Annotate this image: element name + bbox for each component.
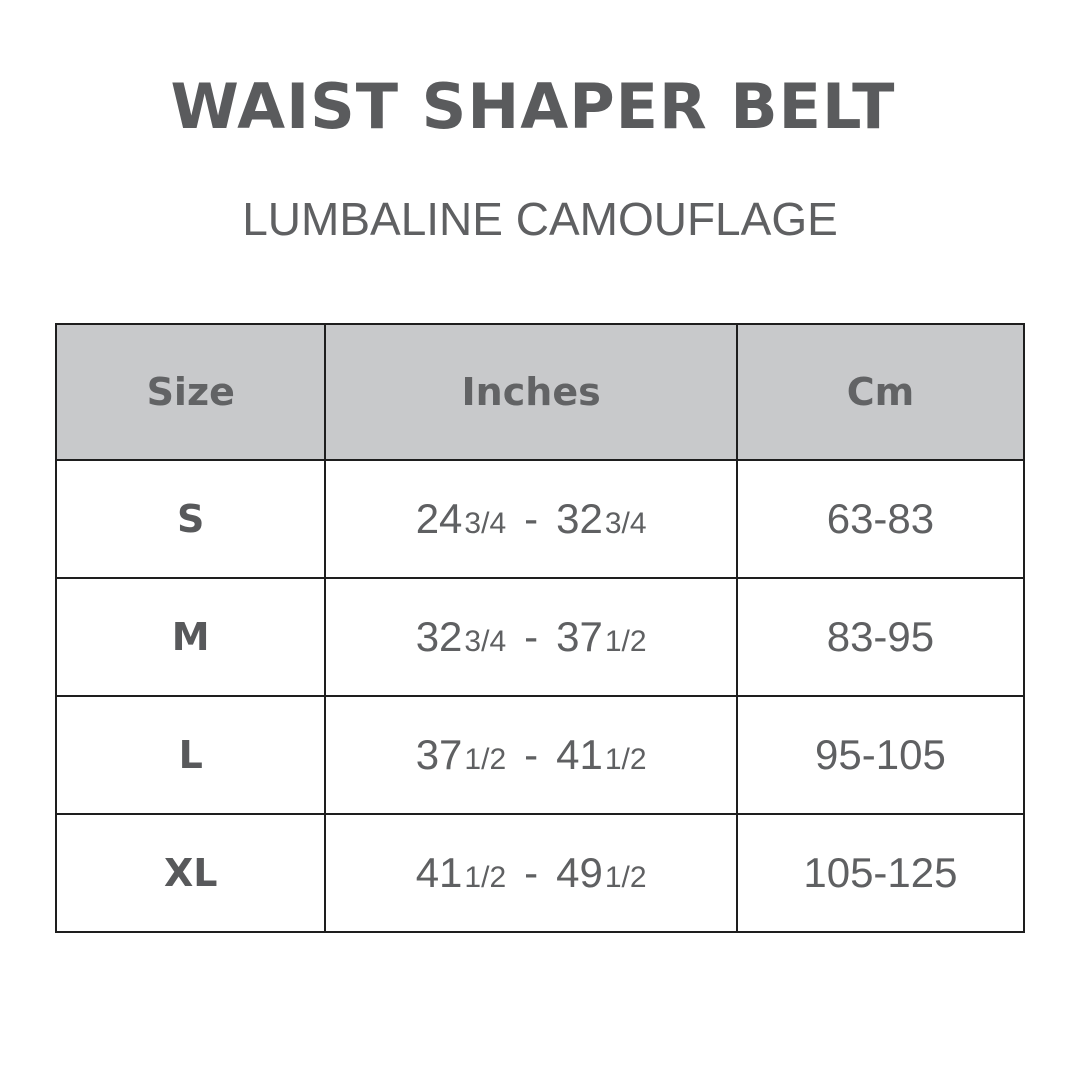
inches-from: 37 bbox=[415, 731, 463, 778]
cm-cell: 105-125 bbox=[735, 813, 1026, 933]
inches-from-fraction: 3/4 bbox=[464, 507, 507, 540]
inches-to-fraction: 3/4 bbox=[604, 507, 647, 540]
inches-to: 32 bbox=[556, 495, 603, 542]
inches-from-fraction: 1/2 bbox=[464, 743, 507, 776]
size-cell: S bbox=[54, 459, 327, 579]
inches-from-fraction: 3/4 bbox=[464, 625, 507, 658]
inches-cell: 243/4-323/4 bbox=[324, 459, 738, 579]
table-row: S 243/4-323/4 63-83 bbox=[54, 459, 1026, 579]
size-chart-table: Size Inches Cm S 243/4-323/4 63-83 M 323/4-3… bbox=[54, 323, 1026, 933]
inches-cell: 371/2-411/2 bbox=[324, 695, 738, 815]
inches-from: 41 bbox=[415, 849, 463, 896]
inches-to-fraction: 1/2 bbox=[604, 861, 647, 894]
range-separator: - bbox=[524, 849, 539, 896]
page-subtitle: LUMBALINE CAMOUFLAGE bbox=[242, 193, 838, 245]
header-inches: Inches bbox=[324, 323, 738, 461]
inches-cell: 323/4-371/2 bbox=[324, 577, 738, 697]
range-separator: - bbox=[524, 613, 539, 660]
range-separator: - bbox=[524, 495, 539, 542]
table-row: XL 411/2-491/2 105-125 bbox=[54, 813, 1026, 933]
inches-to: 41 bbox=[556, 731, 603, 778]
header-cm: Cm bbox=[735, 323, 1026, 461]
size-cell: XL bbox=[54, 813, 327, 933]
inches-from-fraction: 1/2 bbox=[464, 861, 507, 894]
cm-cell: 63-83 bbox=[735, 459, 1026, 579]
inches-to: 49 bbox=[556, 849, 603, 896]
inches-cell: 411/2-491/2 bbox=[324, 813, 738, 933]
range-separator: - bbox=[524, 731, 539, 778]
page-title: WAIST SHAPER BELT bbox=[170, 70, 896, 143]
inches-to-fraction: 1/2 bbox=[604, 743, 647, 776]
table-header-row: Size Inches Cm bbox=[54, 323, 1026, 461]
table-row: M 323/4-371/2 83-95 bbox=[54, 577, 1026, 697]
size-cell: M bbox=[54, 577, 327, 697]
cm-cell: 83-95 bbox=[735, 577, 1026, 697]
table-row: L 371/2-411/2 95-105 bbox=[54, 695, 1026, 815]
inches-to-fraction: 1/2 bbox=[604, 625, 647, 658]
inches-from: 24 bbox=[415, 495, 463, 542]
size-cell: L bbox=[54, 695, 327, 815]
inches-from: 32 bbox=[415, 613, 463, 660]
inches-to: 37 bbox=[556, 613, 603, 660]
cm-cell: 95-105 bbox=[735, 695, 1026, 815]
header-size: Size bbox=[54, 323, 327, 461]
